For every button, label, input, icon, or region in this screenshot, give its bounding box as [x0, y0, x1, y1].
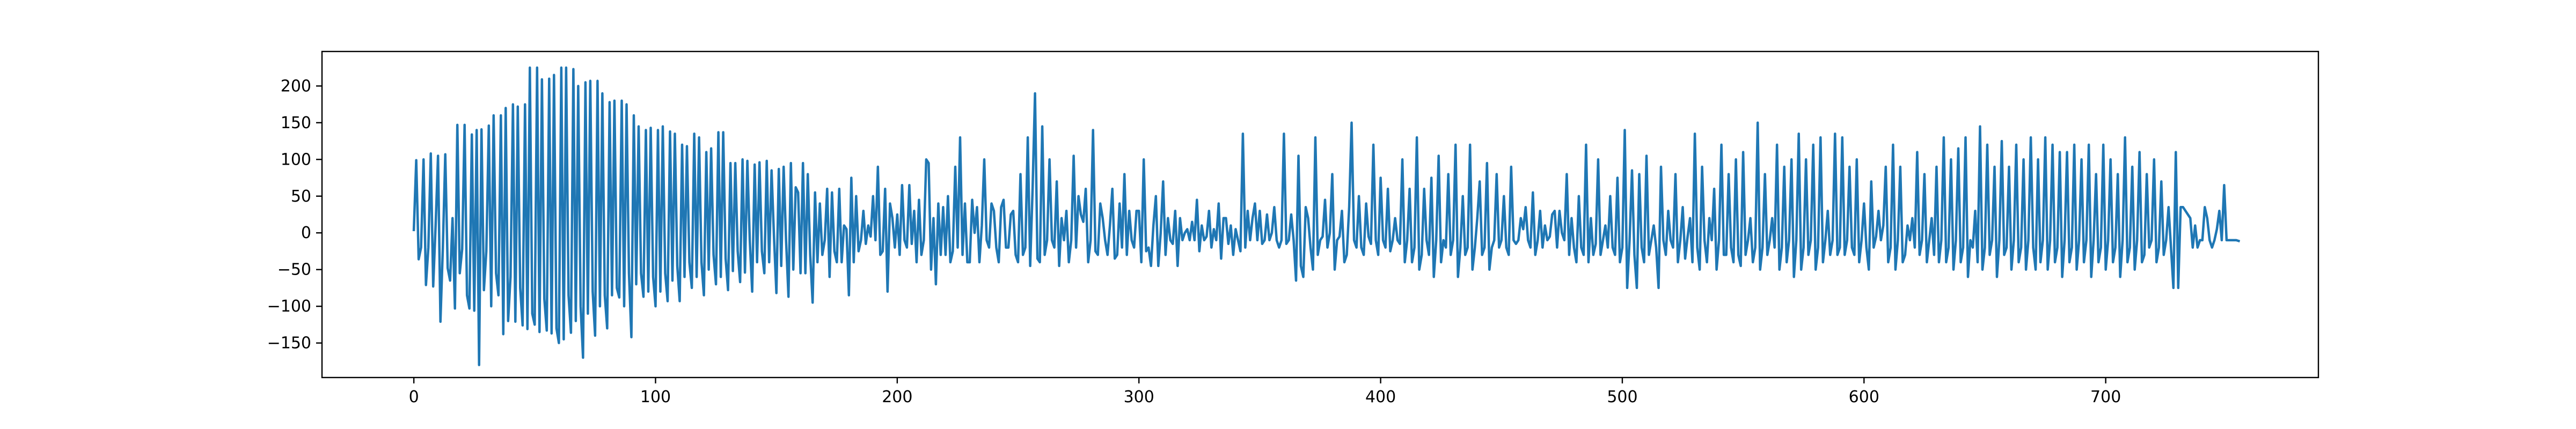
x-tick-label: 0	[409, 388, 419, 406]
y-tick-label: 0	[301, 224, 311, 242]
x-tick-label: 300	[1124, 388, 1154, 406]
y-tick-label: 50	[291, 187, 311, 206]
x-axis: 0 100 200 300 400 500 600 700	[409, 378, 2121, 406]
y-axis: −150 −100 −50 0 50 100 150 200	[267, 77, 322, 353]
y-tick-label: 100	[281, 150, 311, 169]
x-tick-label: 500	[1607, 388, 1637, 406]
x-tick-label: 700	[2090, 388, 2121, 406]
series-line-0	[412, 66, 2241, 366]
plot-frame	[321, 50, 2319, 379]
x-tick-label: 600	[1849, 388, 1879, 406]
x-tick-label: 200	[882, 388, 912, 406]
y-tick-label: −100	[267, 297, 311, 316]
x-tick-label: 100	[640, 388, 671, 406]
line-layer	[412, 66, 2241, 366]
y-tick-label: 150	[281, 114, 311, 132]
y-tick-label: −50	[277, 261, 311, 279]
y-tick-label: 200	[281, 77, 311, 95]
x-tick-label: 400	[1365, 388, 1396, 406]
y-tick-label: −150	[267, 334, 311, 353]
